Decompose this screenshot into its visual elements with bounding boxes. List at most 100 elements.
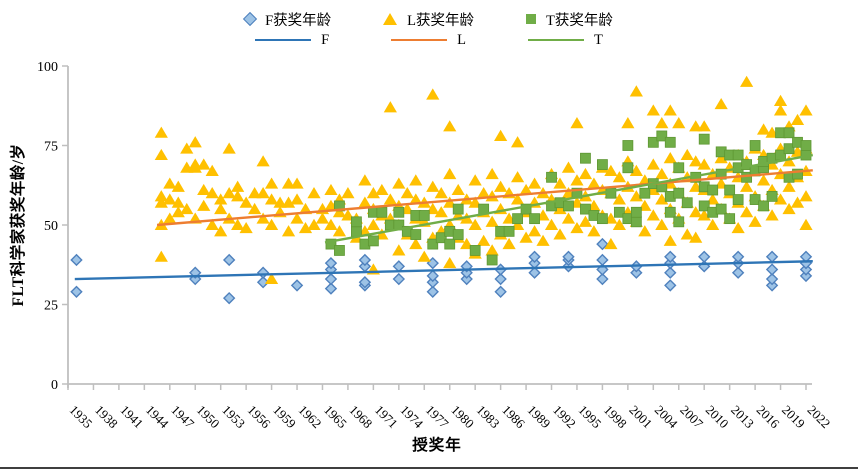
scatter-point-f <box>731 250 745 263</box>
x-tick-label: 1965 <box>321 402 350 431</box>
scatter-point-t <box>334 245 345 256</box>
scatter-point-t <box>630 216 642 228</box>
scatter-point-t <box>698 200 710 212</box>
scatter-point-l <box>612 171 626 183</box>
scatter-point-t <box>503 225 515 237</box>
scatter-point-l <box>383 193 397 205</box>
x-tick-label: 1938 <box>92 402 121 431</box>
scatter-point-l <box>248 202 262 215</box>
scatter-point-l <box>188 136 202 148</box>
scatter-point-f <box>426 276 439 289</box>
scatter-point-l <box>799 104 813 116</box>
legend-label-f: F获奖年龄 <box>265 12 332 29</box>
legend-item-line-l[interactable]: L <box>391 32 466 49</box>
scatter-point-l <box>782 180 796 192</box>
scatter-point-l <box>163 212 177 224</box>
scatter-point-l <box>621 117 635 129</box>
scatter-point-l <box>672 117 686 129</box>
legend-item-f[interactable]: F获奖年龄 <box>243 9 332 30</box>
scatter-point-l <box>544 218 559 230</box>
legend-item-line-t[interactable]: T <box>528 32 603 49</box>
scatter-point-f <box>562 250 575 263</box>
scatter-point-l <box>417 250 431 262</box>
scatter-point-l <box>790 113 805 126</box>
scatter-point-l <box>163 193 177 205</box>
scatter-point-l <box>510 136 525 148</box>
scatter-point-f <box>426 285 439 298</box>
scatter-point-f <box>528 250 541 263</box>
x-tick-label: 2022 <box>804 402 833 431</box>
scatter-point-l <box>782 155 796 167</box>
scatter-point-f <box>256 266 270 279</box>
scatter-point-l <box>510 193 525 205</box>
x-tick-label: 1962 <box>296 402 325 431</box>
scatter-point-l <box>154 190 168 202</box>
scatter-point-l <box>307 187 321 199</box>
legend-item-line-f[interactable]: F <box>255 32 329 49</box>
scatter-point-l <box>604 164 618 176</box>
scatter-point-t <box>698 133 710 145</box>
scatter-point-f <box>528 266 541 279</box>
scatter-point-l <box>426 88 440 100</box>
scatter-point-l <box>197 158 211 170</box>
scatter-point-l <box>773 94 788 106</box>
scatter-point-t <box>435 232 447 244</box>
scatter-point-l <box>154 148 168 161</box>
scatter-point-l <box>290 177 304 189</box>
scatter-point-t <box>486 254 498 266</box>
scatter-point-t <box>732 194 744 205</box>
scatter-point-l <box>502 237 516 250</box>
scatter-point-f <box>222 291 236 305</box>
legend-item-l[interactable]: L获奖年龄 <box>383 9 474 30</box>
scatter-point-l <box>714 97 728 110</box>
scatter-point-l <box>264 272 279 285</box>
scatter-point-l <box>171 180 185 192</box>
scatter-point-t <box>749 140 761 151</box>
scatter-point-l <box>740 206 754 218</box>
scatter-point-f <box>70 253 83 267</box>
trendline-f <box>74 260 813 281</box>
scatter-point-t <box>783 127 795 139</box>
scatter-point-l <box>477 234 491 246</box>
scatter-point-f <box>765 263 779 276</box>
scatter-point-l <box>655 117 669 129</box>
scatter-point-l <box>740 75 754 87</box>
scatter-point-f <box>664 266 677 279</box>
scatter-point-l <box>578 167 593 180</box>
scatter-point-t <box>367 235 379 247</box>
scatter-point-l <box>264 218 279 230</box>
scatter-point-t <box>520 203 532 215</box>
x-tick-label: 2007 <box>677 402 706 431</box>
t-line-icon <box>528 38 585 42</box>
scatter-point-f <box>358 276 372 289</box>
scatter-point-f <box>290 279 304 292</box>
scatter-point-f <box>460 272 473 286</box>
scatter-point-t <box>673 187 685 199</box>
scatter-point-t <box>732 149 744 161</box>
scatter-point-f <box>765 279 779 292</box>
scatter-point-l <box>256 187 270 199</box>
scatter-point-f <box>324 282 338 295</box>
scatter-point-l <box>290 193 304 205</box>
scatter-point-t <box>469 245 481 256</box>
scatter-point-l <box>612 218 626 230</box>
scatter-point-l <box>638 225 652 237</box>
y-tick-label: 25 <box>44 299 58 314</box>
legend-item-t[interactable]: T获奖年龄 <box>526 9 613 30</box>
scatter-point-t <box>613 206 625 218</box>
scatter-point-l <box>553 177 567 189</box>
scatter-point-l <box>485 190 499 202</box>
scatter-point-l <box>171 196 185 208</box>
scatter-point-l <box>154 126 168 138</box>
x-tick-label: 2001 <box>626 402 655 431</box>
scatter-point-l <box>587 225 601 237</box>
scatter-point-t <box>622 162 634 174</box>
scatter-point-l <box>163 177 177 189</box>
scatter-point-f <box>664 250 677 263</box>
legend-line-row: F L T <box>0 30 858 50</box>
x-tick-label: 1989 <box>525 402 554 431</box>
scatter-point-l <box>612 193 626 205</box>
scatter-point-t <box>376 206 388 218</box>
scatter-point-l <box>180 202 194 215</box>
